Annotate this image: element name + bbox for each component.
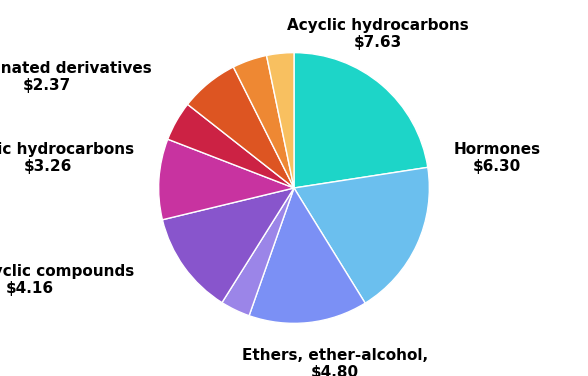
Wedge shape: [159, 139, 294, 220]
Wedge shape: [162, 188, 294, 303]
Wedge shape: [222, 188, 294, 316]
Wedge shape: [294, 53, 428, 188]
Wedge shape: [294, 167, 429, 303]
Text: Acyclic hydrocarbons
$7.63: Acyclic hydrocarbons $7.63: [287, 18, 469, 50]
Wedge shape: [233, 55, 294, 188]
Wedge shape: [188, 67, 294, 188]
Wedge shape: [249, 188, 365, 323]
Text: Ethers, ether-alcohol,
$4.80: Ethers, ether-alcohol, $4.80: [242, 348, 427, 376]
Wedge shape: [168, 105, 294, 188]
Wedge shape: [266, 53, 294, 188]
Text: Cyclic hydrocarbons
$3.26: Cyclic hydrocarbons $3.26: [0, 142, 134, 174]
Text: Halogenated derivatives
$2.37: Halogenated derivatives $2.37: [0, 61, 152, 93]
Text: Hormones
$6.30: Hormones $6.30: [454, 142, 541, 174]
Text: Heterocyclic compounds
$4.16: Heterocyclic compounds $4.16: [0, 264, 134, 296]
